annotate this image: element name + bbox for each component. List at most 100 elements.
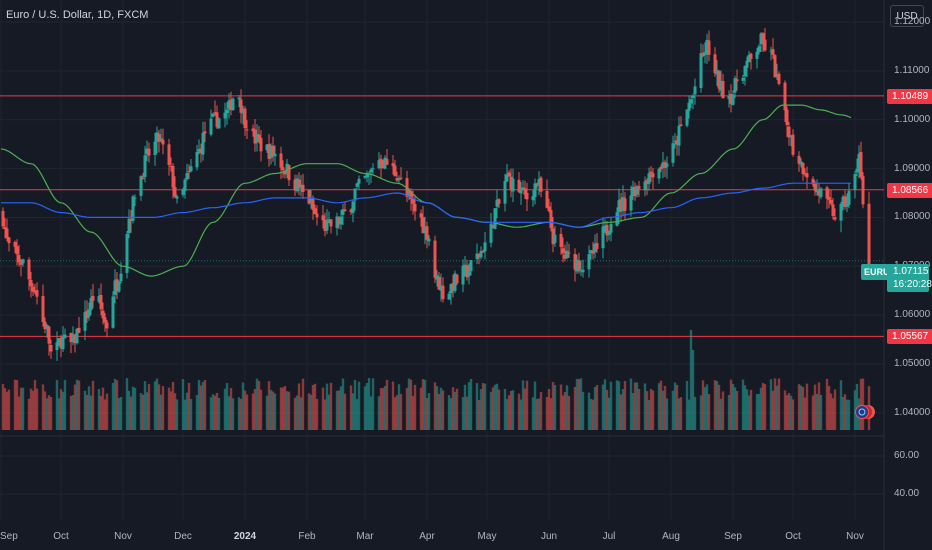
volume-bar bbox=[75, 379, 79, 430]
candle-body bbox=[607, 231, 611, 235]
volume-bar bbox=[419, 387, 423, 430]
candle-body bbox=[353, 188, 357, 201]
candle-body bbox=[645, 180, 649, 185]
candle-body bbox=[679, 124, 683, 127]
candle-body bbox=[15, 246, 19, 255]
volume-bar bbox=[475, 383, 479, 430]
candle-body bbox=[47, 326, 51, 344]
candle-body bbox=[749, 53, 753, 59]
candle-body bbox=[287, 165, 291, 181]
volume-bar bbox=[91, 380, 95, 430]
candle-body bbox=[321, 215, 325, 221]
candle-body bbox=[759, 33, 763, 45]
volume-bar bbox=[393, 397, 397, 430]
candle-body bbox=[105, 322, 109, 329]
volume-bar bbox=[321, 387, 325, 430]
candle-body bbox=[475, 253, 479, 260]
volume-bar bbox=[493, 384, 497, 430]
currency-button[interactable]: USD bbox=[890, 5, 924, 27]
candle-body bbox=[307, 190, 311, 204]
volume-bar bbox=[615, 380, 619, 430]
volume-bar bbox=[839, 380, 843, 430]
volume-bar bbox=[817, 382, 821, 430]
candle-body bbox=[537, 179, 541, 185]
volume-bar bbox=[169, 391, 173, 430]
volume-bar bbox=[269, 389, 273, 430]
candle-body bbox=[577, 260, 581, 271]
volume-bar bbox=[607, 397, 611, 430]
volume-bar bbox=[29, 388, 33, 430]
volume-bar bbox=[175, 399, 179, 430]
candle-body bbox=[241, 110, 245, 114]
volume-bar bbox=[119, 397, 123, 430]
volume-bar bbox=[721, 391, 725, 430]
volume-bar bbox=[323, 399, 327, 430]
volume-bar bbox=[253, 389, 257, 430]
candle-body bbox=[423, 227, 427, 234]
candle-body bbox=[349, 209, 353, 213]
volume-bar bbox=[565, 385, 569, 430]
volume-bar bbox=[587, 392, 591, 430]
volume-bar bbox=[77, 380, 81, 430]
candle-body bbox=[773, 55, 777, 78]
volume-bar bbox=[791, 399, 795, 430]
volume-bar bbox=[395, 395, 399, 430]
candle-body bbox=[253, 129, 257, 144]
volume-bar bbox=[489, 391, 493, 430]
candle-body bbox=[449, 284, 453, 294]
candle-body bbox=[713, 54, 717, 74]
candle-body bbox=[787, 126, 791, 138]
volume-bar bbox=[561, 395, 565, 430]
volume-bar bbox=[803, 397, 807, 430]
candle-body bbox=[771, 49, 775, 55]
time-tick-label: Jun bbox=[540, 531, 558, 542]
candle-body bbox=[867, 203, 871, 265]
candle-body bbox=[213, 112, 217, 114]
volume-bar bbox=[825, 378, 829, 430]
volume-bar bbox=[131, 386, 135, 430]
volume-bar bbox=[673, 382, 677, 430]
volume-bar bbox=[477, 399, 481, 430]
volume-bar bbox=[223, 388, 227, 430]
candle-body bbox=[701, 52, 705, 57]
volume-bar bbox=[595, 384, 599, 430]
volume-bar bbox=[495, 383, 499, 430]
candle-body bbox=[55, 342, 59, 351]
candle-body bbox=[633, 186, 637, 197]
volume-bar bbox=[645, 391, 649, 430]
volume-bar bbox=[649, 389, 653, 430]
candle-body bbox=[575, 259, 579, 272]
volume-bar bbox=[467, 382, 471, 430]
candle-body bbox=[377, 160, 381, 169]
volume-bar bbox=[623, 380, 627, 430]
candle-body bbox=[89, 297, 93, 311]
volume-bar bbox=[353, 379, 357, 430]
volume-bar bbox=[297, 383, 301, 430]
volume-bar bbox=[713, 380, 717, 430]
candle-body bbox=[63, 334, 67, 339]
candle-body bbox=[553, 234, 557, 243]
volume-bars bbox=[1, 330, 871, 430]
horizontal-level-badge: 1.10489 bbox=[887, 88, 932, 104]
volume-bar bbox=[329, 382, 333, 430]
candle-body bbox=[257, 134, 261, 140]
volume-bar bbox=[747, 395, 751, 430]
volume-bar bbox=[117, 398, 121, 430]
volume-bar bbox=[17, 396, 21, 430]
volume-bar bbox=[733, 387, 737, 430]
volume-bar bbox=[861, 378, 865, 430]
candle-body bbox=[41, 295, 45, 322]
candle-body bbox=[337, 217, 341, 225]
volume-indicator-icon[interactable] bbox=[855, 402, 875, 422]
candle-body bbox=[7, 237, 11, 244]
candle-body bbox=[363, 175, 367, 178]
candle-body bbox=[745, 60, 749, 68]
volume-bar bbox=[435, 386, 439, 430]
candle-body bbox=[113, 280, 117, 295]
candle-body bbox=[579, 270, 583, 272]
volume-bar bbox=[41, 384, 45, 430]
volume-bar bbox=[159, 394, 163, 430]
volume-bar bbox=[115, 380, 119, 430]
candle-body bbox=[259, 138, 263, 152]
